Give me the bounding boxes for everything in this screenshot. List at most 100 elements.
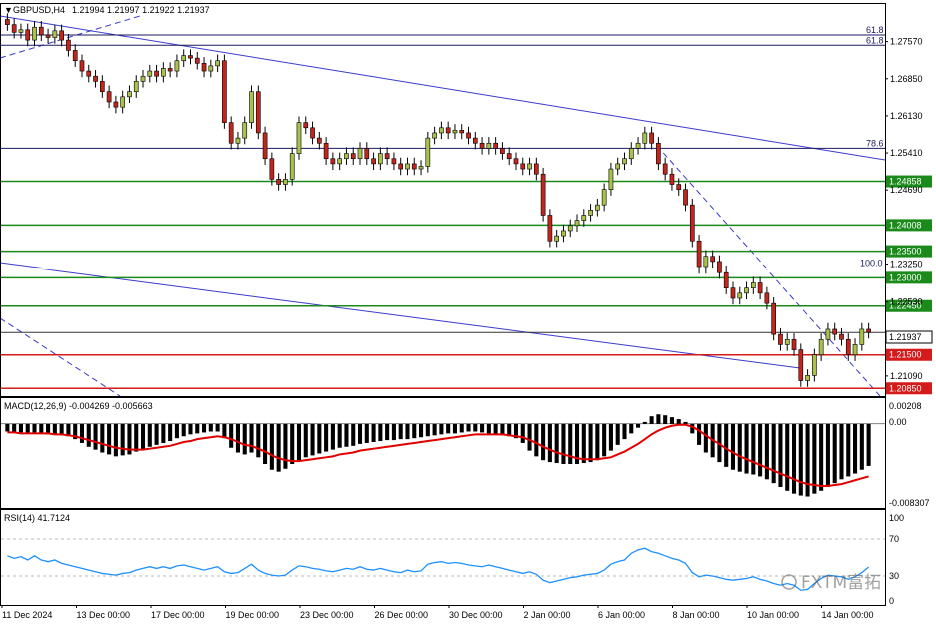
macd-bar (188, 423, 193, 435)
upper-trendline[interactable] (0, 15, 885, 161)
candle-body (432, 132, 437, 139)
candle-body (595, 204, 600, 211)
candle-body (276, 179, 281, 185)
time-tick-label: 23 Dec 00:00 (300, 610, 354, 620)
candle-body (25, 29, 31, 41)
fibonacci-levels[interactable]: 61.861.8 78.6 100.0 (1, 25, 885, 270)
candle-body (296, 122, 302, 154)
price-tick-label: 1.24690 (890, 185, 923, 195)
sr-level-label: 1.22450 (889, 301, 922, 311)
rsi-scale-0: 0 (889, 596, 894, 606)
candle-body (778, 333, 783, 345)
macd-bar (513, 423, 519, 439)
macd-bar (744, 423, 749, 474)
sr-level-tag (886, 271, 932, 284)
candle-body (825, 328, 831, 340)
macd-bar (32, 423, 37, 433)
macd-bar (195, 423, 200, 434)
macd-bar (412, 423, 417, 439)
macd-bar (276, 423, 281, 472)
candle-body (181, 55, 187, 62)
candle-body (93, 75, 98, 82)
candle-body (615, 163, 621, 170)
candle-body (235, 137, 241, 144)
candle-body (669, 173, 675, 185)
candle-body (127, 91, 132, 98)
macd-histogram (1, 414, 885, 497)
time-tick-label: 8 Jan 00:00 (673, 610, 720, 620)
candle-body (710, 256, 715, 263)
candle-body (208, 65, 214, 72)
candle-body (269, 158, 275, 180)
macd-bar (317, 423, 322, 454)
candle-body (38, 26, 44, 36)
descending-dashed-line[interactable] (649, 137, 881, 396)
trend-lines[interactable] (0, 15, 885, 396)
macd-bar (771, 423, 776, 484)
candle-body (818, 338, 824, 356)
macd-bar (473, 423, 478, 432)
symbol-header: GBPUSD,H4 (13, 5, 65, 15)
candle-body (445, 127, 451, 134)
macd-bar (425, 423, 430, 437)
lower-channel-line[interactable] (0, 262, 801, 369)
macd-bar (615, 423, 620, 445)
fxtm-watermark-text: FXTM富拓 (801, 573, 881, 593)
candle-body (696, 240, 702, 268)
macd-bar (357, 423, 363, 444)
fib-level-label: 100.0 (860, 259, 883, 269)
macd-bar (93, 423, 98, 450)
candle-body (425, 137, 431, 167)
macd-bar (608, 423, 613, 451)
candle-body (371, 158, 376, 165)
sr-level-tag (886, 348, 932, 361)
rsi-scale-100: 100 (889, 513, 904, 523)
candle-body (59, 30, 64, 41)
candle-body (86, 70, 92, 77)
candle-body (479, 142, 485, 149)
macd-bar (310, 423, 315, 456)
macd-bar (520, 423, 525, 443)
macd-bar (385, 423, 390, 441)
macd-bar (588, 423, 593, 463)
macd-bar (656, 414, 661, 424)
candle-body (466, 132, 471, 139)
candle-body (764, 292, 770, 304)
macd-bar (642, 421, 647, 424)
candle-body (154, 70, 159, 77)
candle-body (147, 70, 153, 77)
macd-bar (724, 423, 729, 467)
candle-body (283, 179, 288, 185)
macd-bar (283, 423, 288, 469)
candle-body (228, 122, 234, 144)
candle-body (635, 142, 641, 149)
rsi-line-group (7, 547, 870, 591)
macd-bar (222, 423, 227, 439)
time-tick-label: 11 Dec 2024 (2, 610, 52, 620)
sr-level-tag (886, 219, 932, 232)
candle-body (330, 158, 336, 165)
candle-body (459, 130, 465, 134)
candle-body (588, 210, 593, 216)
candle-body (547, 215, 553, 242)
macd-bar (25, 423, 30, 434)
macd-bar (805, 423, 810, 497)
candle-body (45, 34, 51, 38)
macd-bar (134, 423, 139, 452)
candles (5, 13, 871, 387)
chart-dropdown-icon[interactable]: ▼ (4, 5, 13, 15)
macd-bar (66, 423, 71, 437)
candle-body (608, 168, 614, 190)
lower-dashed-line[interactable] (0, 318, 121, 396)
macd-bar (493, 423, 498, 435)
macd-bar (391, 423, 396, 441)
candle-body (167, 68, 173, 72)
candle-body (506, 153, 512, 160)
candle-body (161, 68, 166, 77)
candle-body (364, 148, 370, 160)
rising-dashed-line[interactable] (0, 15, 141, 59)
horizontal-levels[interactable]: 1.24858 1.24008 1.23500 1.23000 1.22450 1.215… (1, 175, 932, 395)
macd-bar (86, 423, 91, 447)
candle-body (357, 148, 363, 160)
